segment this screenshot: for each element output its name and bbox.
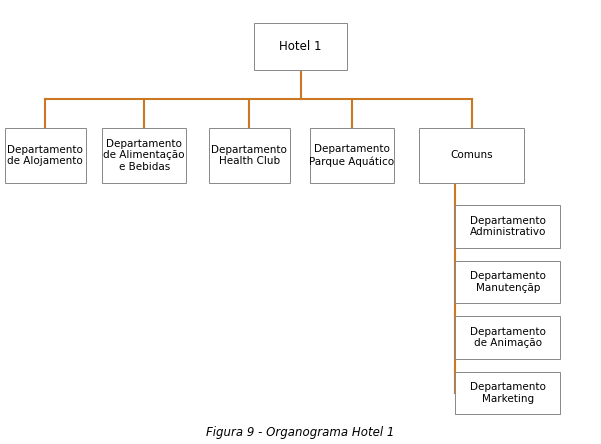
- FancyBboxPatch shape: [419, 128, 525, 183]
- Text: Comuns: Comuns: [451, 151, 493, 160]
- FancyBboxPatch shape: [456, 205, 560, 248]
- Text: Hotel 1: Hotel 1: [279, 40, 322, 53]
- FancyBboxPatch shape: [254, 24, 347, 70]
- Text: Departamento
Parque Aquático: Departamento Parque Aquático: [309, 144, 394, 166]
- Text: Departamento
Health Club: Departamento Health Club: [212, 145, 287, 166]
- FancyBboxPatch shape: [456, 372, 560, 414]
- Text: Departamento
Marketing: Departamento Marketing: [470, 382, 546, 404]
- FancyBboxPatch shape: [102, 128, 186, 183]
- Text: Figura 9 - Organograma Hotel 1: Figura 9 - Organograma Hotel 1: [206, 426, 395, 440]
- FancyBboxPatch shape: [456, 316, 560, 359]
- FancyBboxPatch shape: [456, 261, 560, 303]
- Text: Departamento
de Alimentação
e Bebidas: Departamento de Alimentação e Bebidas: [103, 139, 185, 172]
- Text: Departamento
Administrativo: Departamento Administrativo: [469, 216, 546, 237]
- Text: Departamento
de Animação: Departamento de Animação: [470, 327, 546, 348]
- FancyBboxPatch shape: [4, 128, 86, 183]
- FancyBboxPatch shape: [310, 128, 394, 183]
- Text: Departamento
Manutençãp: Departamento Manutençãp: [470, 271, 546, 293]
- FancyBboxPatch shape: [209, 128, 290, 183]
- Text: Departamento
de Alojamento: Departamento de Alojamento: [7, 145, 83, 166]
